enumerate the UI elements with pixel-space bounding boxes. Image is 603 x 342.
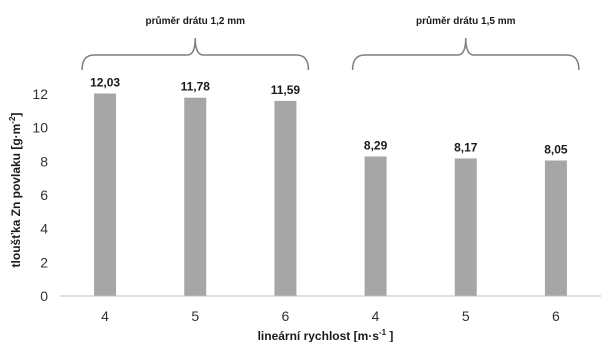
bar <box>454 158 477 296</box>
bars: 12,03 11,78 11,59 8,29 8,17 8,05 <box>90 75 568 297</box>
group-brace <box>351 37 580 71</box>
x-tick-label: 6 <box>282 308 290 324</box>
y-tick-label: 2 <box>40 254 48 270</box>
x-axis-title: lineární rychlost [m·s-1 ] <box>258 328 394 342</box>
y-tick-label: 4 <box>40 221 48 237</box>
x-axis-ticks: 4 5 6 4 5 6 <box>101 308 560 324</box>
x-tick-label: 4 <box>372 308 380 324</box>
bar <box>364 156 387 296</box>
bar <box>94 93 117 297</box>
group-label: průměr drátu 1,2 mm <box>146 15 246 27</box>
y-tick-label: 0 <box>40 288 48 304</box>
data-label: 12,03 <box>90 75 120 89</box>
y-tick-label: 10 <box>32 120 48 136</box>
y-tick-label: 12 <box>32 86 48 102</box>
y-axis-ticks: 0 2 4 6 8 10 12 <box>32 86 48 304</box>
bar <box>184 97 207 296</box>
group-brace <box>81 37 310 71</box>
y-axis-title: tloušťka Zn povlaku [g·m-2] <box>8 113 23 268</box>
group-label: průměr drátu 1,5 mm <box>416 15 516 27</box>
bar <box>274 100 297 296</box>
data-label: 11,59 <box>271 83 301 97</box>
group-brackets: průměr drátu 1,2 mm průměr drátu 1,5 mm <box>81 15 580 71</box>
x-tick-label: 5 <box>462 308 470 324</box>
data-label: 11,78 <box>181 80 211 94</box>
bar <box>544 160 567 296</box>
y-tick-label: 8 <box>40 153 48 169</box>
data-label: 8,05 <box>544 142 568 156</box>
x-tick-label: 6 <box>552 308 560 324</box>
y-tick-label: 6 <box>40 187 48 203</box>
x-tick-label: 5 <box>191 308 199 324</box>
data-label: 8,29 <box>364 138 388 152</box>
x-tick-label: 4 <box>101 308 109 324</box>
data-label: 8,17 <box>454 140 478 154</box>
